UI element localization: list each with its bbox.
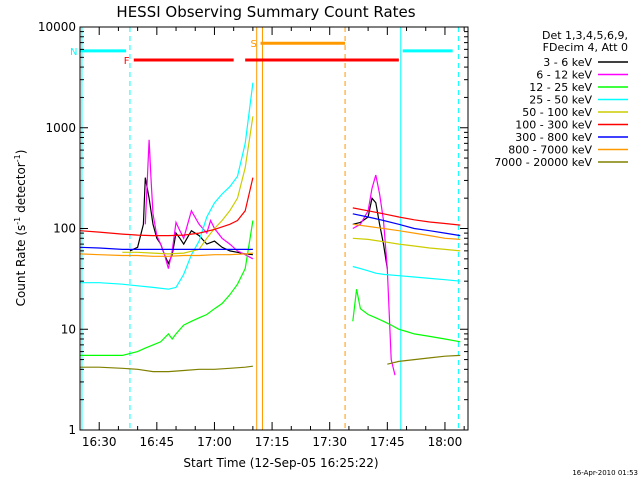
- series-4-line-0: [122, 116, 254, 255]
- y-label-sup-1: -1: [13, 217, 22, 225]
- x-axis-label: Start Time (12-Sep-05 16:25:22): [183, 456, 378, 470]
- x-axis-ticks: 16:30 16:45 17:00 17:15 17:30 17:45 18:00: [79, 27, 465, 449]
- legend-label-1: 6 - 12 keV: [536, 69, 592, 82]
- legend: Det 1,3,4,5,6,9, FDecim 4, Att 0 3 - 6 k…: [494, 29, 628, 169]
- series-7-line-0: [79, 252, 253, 257]
- series-1-line-0: [144, 139, 254, 269]
- y-tick-label-4: 10000: [38, 20, 76, 34]
- y-label-mid: detector: [14, 162, 28, 217]
- footer-timestamp: 16-Apr-2010 01:53: [572, 469, 638, 477]
- legend-header-line-2: FDecim 4, Att 0: [543, 41, 628, 54]
- legend-label-0: 3 - 6 keV: [543, 56, 592, 69]
- series-4-line-1: [352, 237, 461, 252]
- x-tick-label-4: 17:30: [312, 435, 347, 449]
- y-tick-label-0: 1: [68, 423, 76, 437]
- x-tick-label-6: 18:00: [428, 435, 463, 449]
- series-0-line-0: [129, 177, 253, 265]
- legend-label-6: 300 - 800 keV: [515, 131, 592, 144]
- legend-label-7: 800 - 7000 keV: [508, 144, 592, 157]
- series-6-line-1: [352, 213, 461, 237]
- flag-S-label: S: [251, 39, 257, 50]
- series-8-line-0: [80, 365, 253, 373]
- chart-title: HESSI Observing Summary Count Rates: [116, 3, 415, 21]
- y-label-sup-2: -1: [13, 154, 22, 162]
- y-tick-label-1: 10: [61, 322, 76, 336]
- series-2-line-1: [352, 289, 461, 343]
- y-tick-label-2: 100: [53, 222, 76, 236]
- legend-label-4: 50 - 100 keV: [522, 106, 592, 119]
- series-1-line-1: [352, 174, 396, 376]
- series-5-line-1: [352, 207, 461, 226]
- plot-area: N F S: [70, 27, 461, 430]
- legend-label-8: 7000 - 20000 keV: [494, 156, 592, 169]
- legend-label-5: 100 - 300 keV: [515, 119, 592, 132]
- series-5-line-0: [79, 177, 254, 237]
- series-3-line-0: [80, 82, 254, 290]
- y-tick-label-3: 1000: [45, 121, 76, 135]
- series-7-line-1: [352, 223, 461, 240]
- legend-header-line-1: Det 1,3,4,5,6,9,: [542, 29, 628, 42]
- y-label-main: Count Rate (s: [14, 225, 28, 307]
- x-tick-label-1: 16:45: [140, 435, 175, 449]
- series-2-line-0: [80, 220, 254, 356]
- legend-label-2: 12 - 25 keV: [529, 81, 592, 94]
- x-tick-label-2: 17:00: [197, 435, 232, 449]
- x-tick-label-3: 17:15: [255, 435, 290, 449]
- x-tick-label-5: 17:45: [370, 435, 405, 449]
- flag-F-label: F: [124, 56, 130, 67]
- x-tick-label-0: 16:30: [82, 435, 117, 449]
- series-6-line-0: [79, 246, 253, 250]
- y-label-end: ): [14, 150, 28, 155]
- series-3-line-1: [352, 265, 461, 282]
- y-axis-ticks: 1 10 100 1000 10000: [38, 20, 468, 437]
- y-axis-label: Count Rate (s-1 detector-1): [13, 150, 28, 307]
- legend-label-3: 25 - 50 keV: [529, 94, 592, 107]
- flag-N-label: N: [70, 47, 77, 58]
- series-8-line-1: [387, 354, 461, 365]
